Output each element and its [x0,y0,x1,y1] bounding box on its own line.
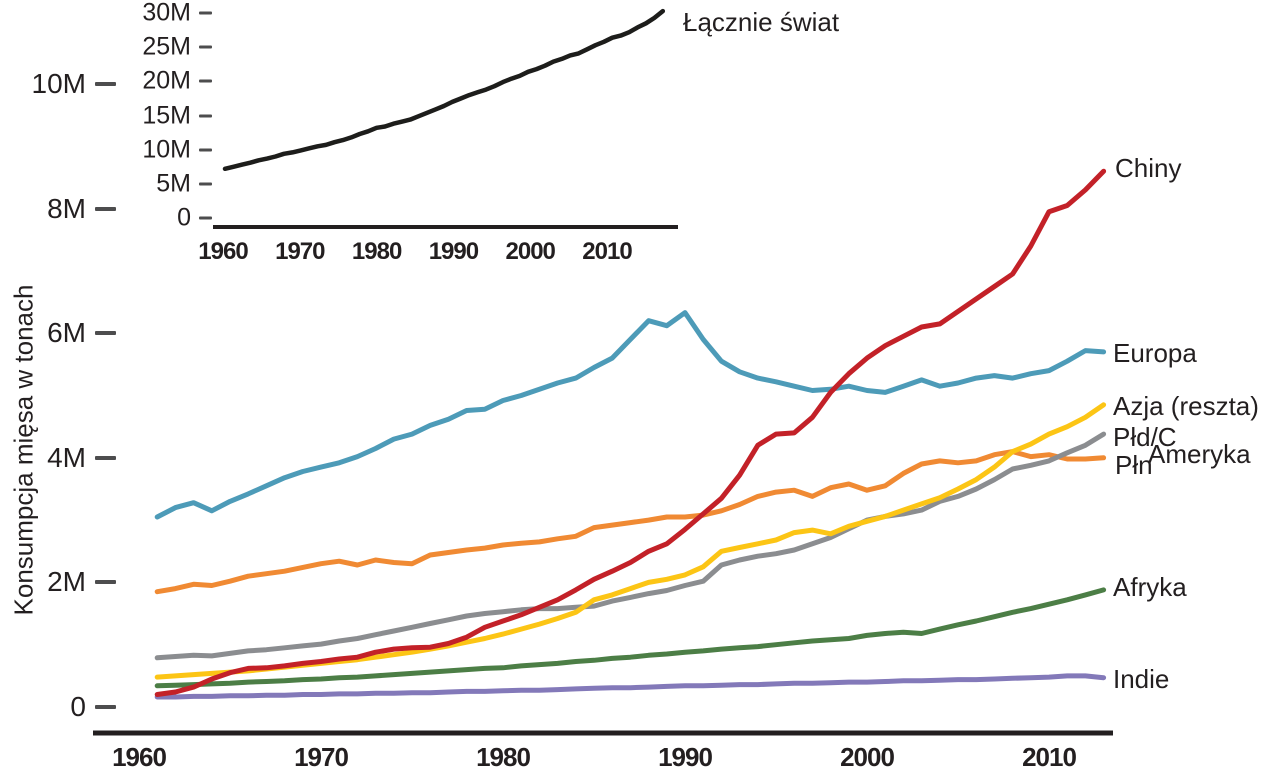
inset-y-tick-label: 25M [142,32,191,61]
label-south-central: Płd/C [1113,422,1177,452]
inset-y-tick: 15M [0,101,212,130]
main-x-tick-label: 1980 [476,742,531,770]
inset-x-tick-label: 1980 [351,238,402,265]
tick-dash [95,82,116,86]
main-y-tick-label: 6M [47,317,86,349]
label-europe: Europa [1113,338,1197,368]
label-asia-rest: Azja (reszta) [1113,391,1259,421]
inset-y-tick: 20M [0,67,212,96]
inset-x-tick-label: 1990 [428,238,479,265]
main-y-tick: 2M [0,566,116,598]
inset-y-tick: 10M [0,135,212,164]
inset-x-tick-label: 1960 [198,238,248,265]
label-north: Płn [1115,450,1153,480]
main-y-tick-label: 8M [47,192,86,224]
main-y-tick: 10M [0,68,116,100]
series-line-płn-ameryka [154,449,1107,595]
series-line-indie [154,673,1107,700]
main-y-tick-label: 4M [47,441,86,473]
inset-y-tick: 25M [0,33,212,62]
inset-y-tick-label: 0 [177,203,191,232]
inset-y-tick-label: 15M [142,101,191,130]
main-y-tick: 4M [0,442,116,474]
inset-y-tick-label: 20M [142,66,191,95]
main-y-tick-label: 10M [31,68,86,99]
label-america: Ameryka [1148,439,1251,469]
tick-dash [95,580,116,585]
inset-y-tick-label: 10M [142,135,191,164]
inset-x-tick-label: 2010 [582,238,632,265]
label-india: Indie [1113,664,1170,694]
tick-dash [199,45,212,49]
series-line-europa [154,310,1107,520]
inset-x-tick-label: 1970 [275,238,325,265]
label-china: Chiny [1115,153,1182,183]
tick-dash [199,11,212,15]
main-y-tick: 6M [0,317,116,349]
series-line-chiny [154,168,1107,697]
series-line-płd-c-ameryka [154,431,1107,661]
tick-dash [95,455,116,460]
series-line-azja-reszta- [154,402,1107,680]
main-y-tick-label: 0 [70,691,86,722]
inset-y-tick: 5M [0,169,212,198]
label-world-total: Łącznie świat [683,7,840,37]
inset-y-tick: 0 [0,204,212,233]
main-y-tick: 0 [0,691,116,723]
main-x-tick-label: 2000 [840,742,895,770]
main-x-tick-label: 1970 [294,742,349,770]
tick-dash [199,216,212,220]
tick-dash [199,114,212,118]
tick-dash [95,206,116,211]
inset-chart-lines [222,8,666,172]
tick-dash [199,182,212,186]
inset-y-tick-label: 5M [156,169,191,198]
main-x-tick-label: 1990 [658,742,713,770]
tick-dash [199,79,212,83]
tick-dash [95,331,116,336]
main-x-tick-label: 2010 [1022,742,1077,770]
series-line-łącznie-świat [222,8,666,172]
inset-y-tick-label: 30M [142,0,191,27]
inset-x-tick-label: 2000 [505,238,555,265]
main-y-tick-label: 2M [47,566,86,598]
label-africa: Afryka [1113,572,1187,602]
tick-dash [199,148,212,152]
main-chart-lines [154,168,1107,700]
tick-dash [95,705,116,709]
main-x-tick-label: 1960 [112,742,167,770]
series-line-afryka [154,587,1107,689]
inset-y-tick: 30M [0,0,212,28]
main-y-tick: 8M [0,193,116,225]
